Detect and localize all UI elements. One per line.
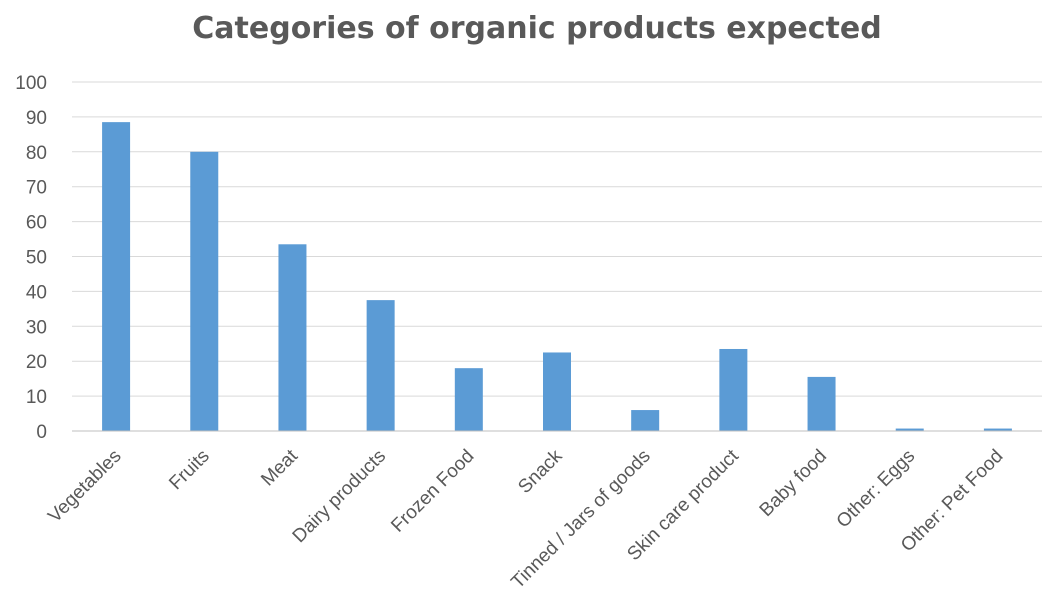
bar-tinned-jars-of-goods — [631, 410, 660, 431]
y-tick-label: 50 — [26, 248, 47, 269]
x-tick-label: Vegetables — [44, 446, 125, 527]
y-tick-label: 60 — [26, 213, 47, 234]
gridlines — [72, 81, 1042, 397]
y-axis-ticks: 0 10 20 30 40 50 60 70 80 90 100 — [15, 73, 47, 443]
bar-frozen-food — [454, 368, 483, 431]
x-tick-label: Baby food — [756, 446, 831, 521]
y-tick-label: 100 — [15, 73, 47, 94]
x-tick-label: Other: Eggs — [833, 446, 920, 533]
y-tick-label: 70 — [26, 178, 47, 199]
x-tick-label: Snack — [514, 445, 567, 498]
bar-vegetables — [102, 122, 131, 431]
bars — [102, 122, 1012, 432]
bar-other-eggs — [895, 428, 924, 431]
x-tick-label: Meat — [257, 445, 302, 490]
bar-other-pet-food — [983, 428, 1012, 431]
y-tick-label: 90 — [26, 108, 47, 129]
y-tick-label: 80 — [26, 143, 47, 164]
bar-meat — [278, 244, 307, 431]
y-tick-label: 10 — [26, 387, 47, 408]
chart-title: Categories of organic products expected — [192, 11, 881, 46]
y-tick-label: 30 — [26, 317, 47, 338]
x-tick-label: Fruits — [165, 446, 213, 494]
bar-skin-care-product — [719, 348, 748, 431]
bar-fruits — [190, 151, 219, 432]
y-tick-label: 40 — [26, 282, 47, 303]
bar-baby-food — [807, 376, 836, 431]
x-tick-label: Dairy products — [289, 446, 390, 547]
x-tick-label: Frozen Food — [387, 446, 478, 537]
y-tick-label: 0 — [36, 422, 47, 443]
bar-dairy-products — [366, 300, 395, 431]
bar-snack — [543, 352, 571, 431]
y-tick-label: 20 — [26, 352, 47, 373]
